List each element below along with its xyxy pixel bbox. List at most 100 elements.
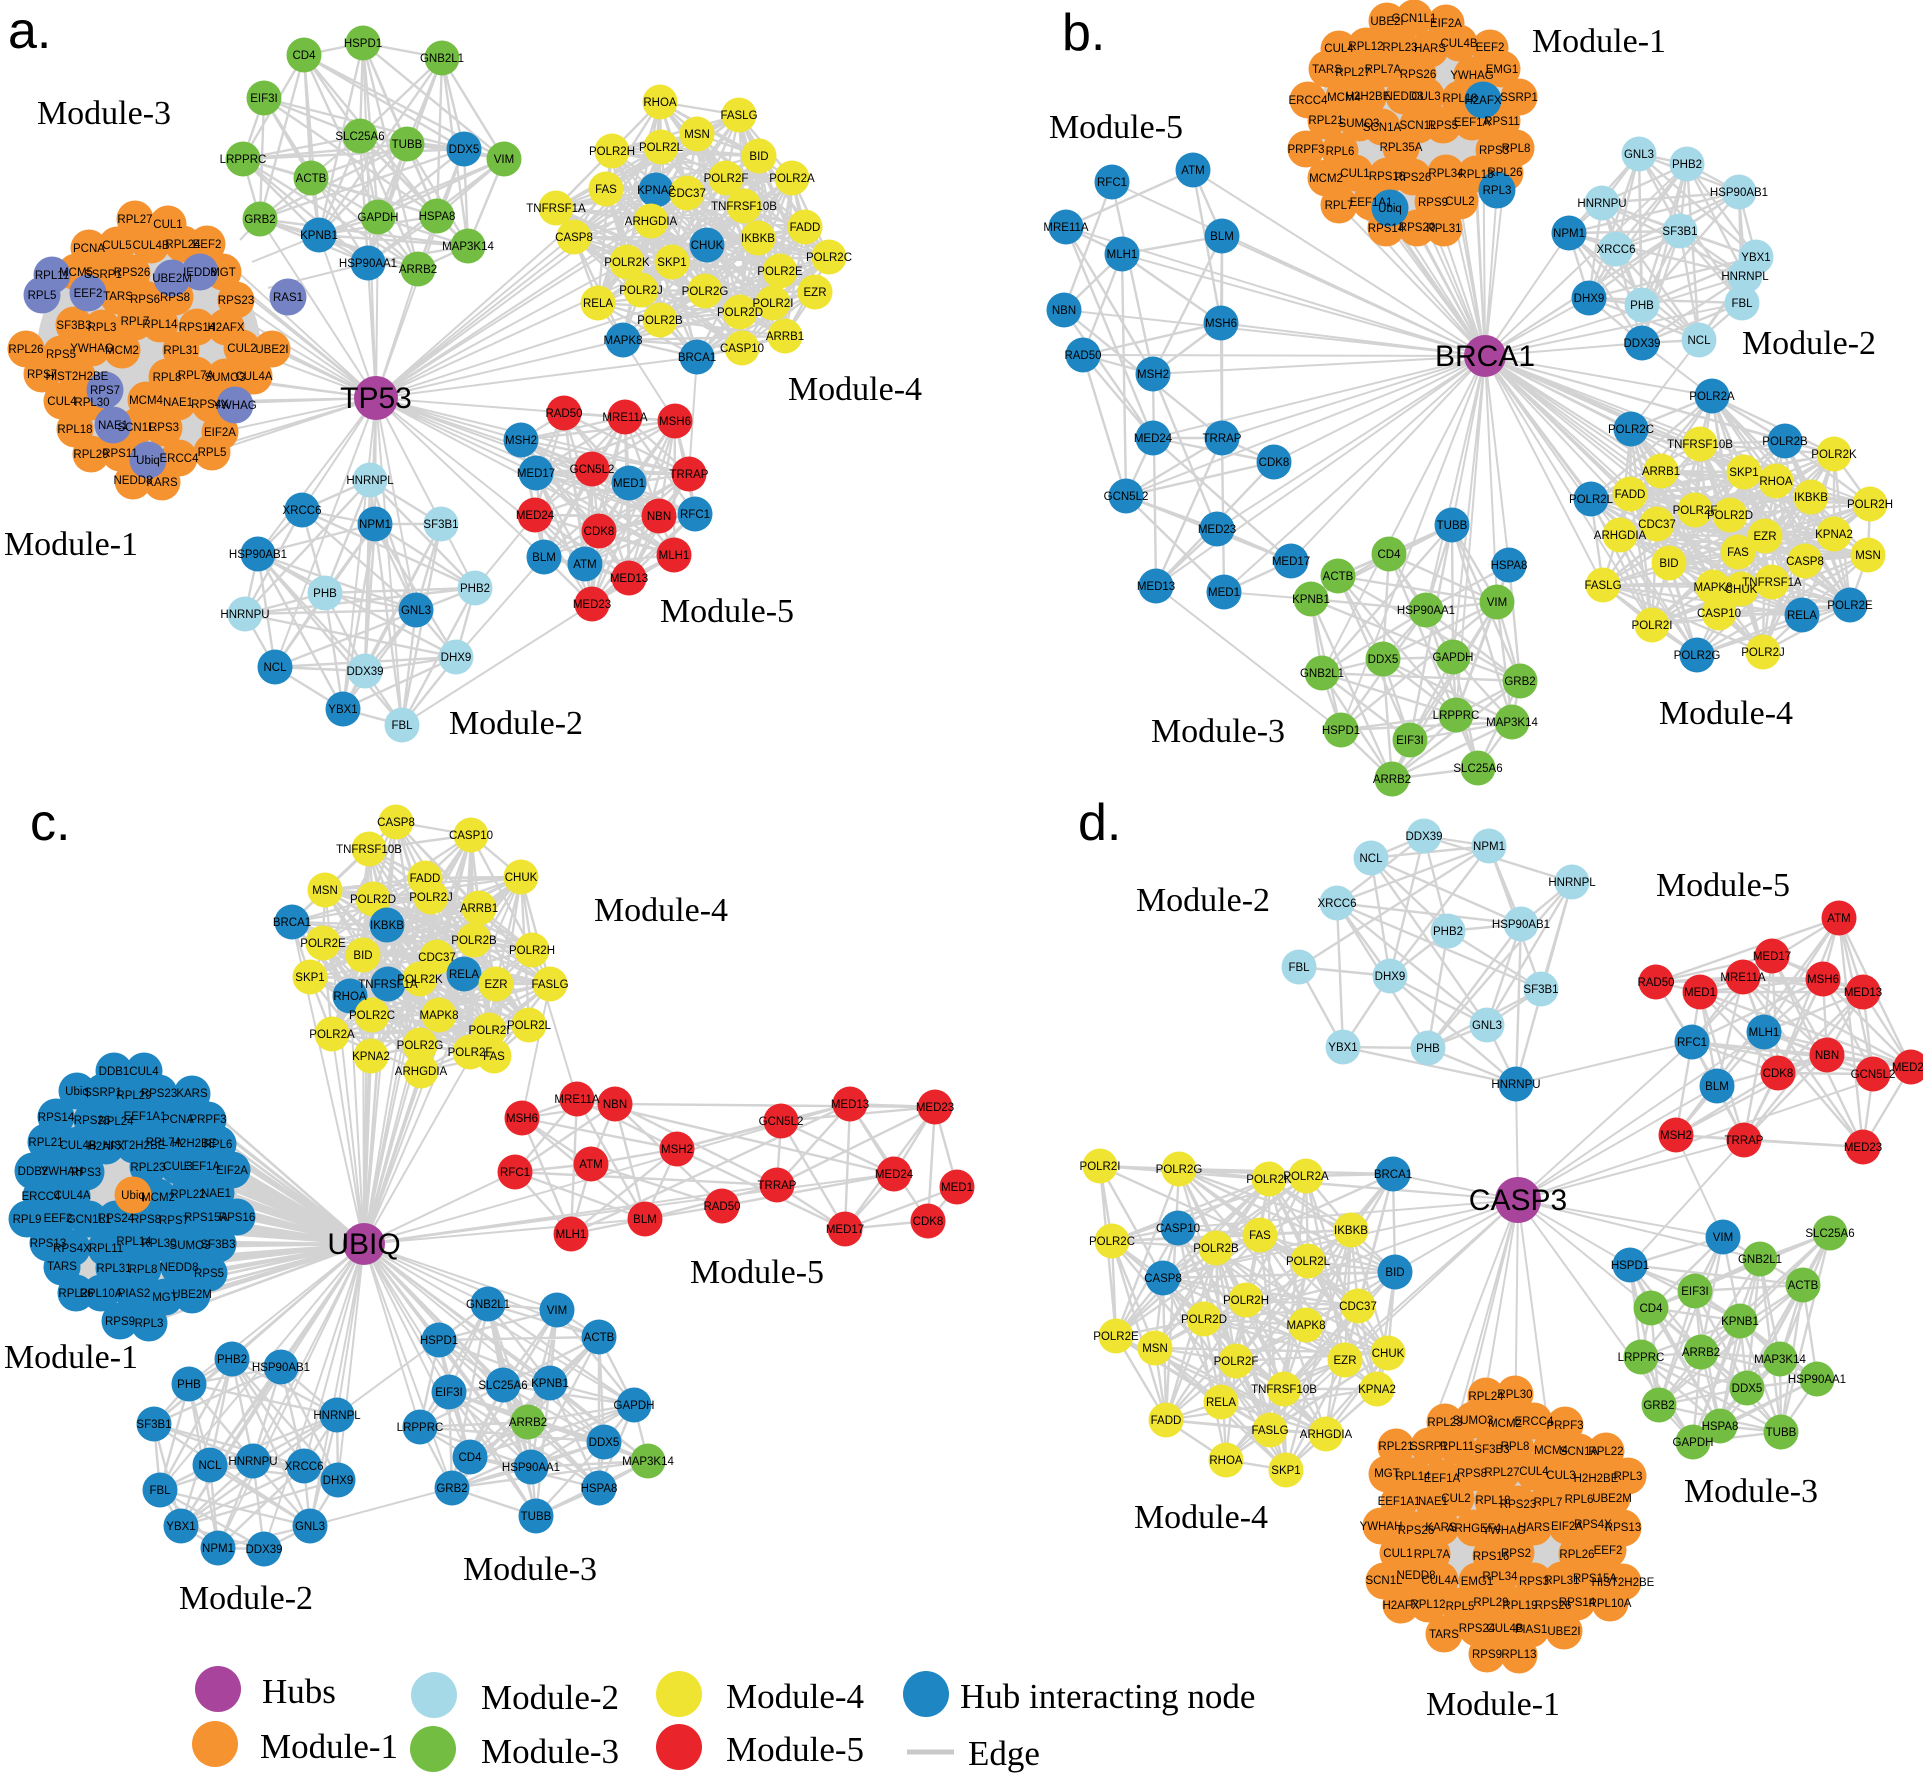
- svg-text:PHB2: PHB2: [1433, 926, 1463, 938]
- svg-text:XRCC6: XRCC6: [285, 1461, 324, 1473]
- svg-text:RPL12: RPL12: [1348, 41, 1383, 53]
- svg-text:POLR2I: POLR2I: [469, 1025, 510, 1037]
- svg-text:RPL21: RPL21: [28, 1137, 63, 1149]
- svg-text:CDC37: CDC37: [418, 952, 456, 964]
- svg-text:CD4: CD4: [1377, 549, 1401, 561]
- svg-text:RPL8: RPL8: [1502, 143, 1531, 155]
- svg-text:ERCC4: ERCC4: [1289, 95, 1329, 107]
- svg-text:SKP1: SKP1: [1729, 467, 1758, 479]
- svg-text:MED13: MED13: [1844, 987, 1882, 999]
- svg-text:DDX5: DDX5: [1732, 1383, 1763, 1395]
- svg-text:ARRB1: ARRB1: [460, 903, 498, 915]
- svg-text:TARS: TARS: [47, 1261, 77, 1273]
- svg-text:MLH1: MLH1: [659, 550, 690, 562]
- svg-text:MSH2: MSH2: [661, 1144, 693, 1156]
- svg-text:HIST2H2BE: HIST2H2BE: [1592, 1577, 1655, 1589]
- svg-text:RHOA: RHOA: [1209, 1455, 1243, 1467]
- svg-text:BID: BID: [749, 151, 768, 163]
- svg-text:SLC25A6: SLC25A6: [1805, 1228, 1854, 1240]
- svg-text:ATM: ATM: [573, 559, 596, 571]
- svg-text:POLR2H: POLR2H: [1223, 1295, 1269, 1307]
- svg-text:ACTB: ACTB: [584, 1332, 615, 1344]
- svg-text:MED13: MED13: [1137, 581, 1175, 593]
- svg-text:DDB1: DDB1: [99, 1066, 130, 1078]
- svg-text:RELA: RELA: [1206, 1397, 1236, 1409]
- svg-text:EMG1: EMG1: [1486, 64, 1519, 76]
- svg-text:ACTB: ACTB: [296, 173, 327, 185]
- svg-text:TARS: TARS: [1429, 1629, 1459, 1641]
- svg-text:POLR2K: POLR2K: [1811, 449, 1857, 461]
- svg-text:MED1: MED1: [1208, 587, 1240, 599]
- svg-text:RPL31: RPL31: [1426, 223, 1461, 235]
- svg-text:RPL19: RPL19: [1502, 1600, 1537, 1612]
- svg-text:HNRNPU: HNRNPU: [1577, 198, 1626, 210]
- svg-text:GCN5L2: GCN5L2: [759, 1116, 804, 1128]
- svg-text:CUL4A: CUL4A: [1421, 1575, 1458, 1587]
- svg-text:POLR2G: POLR2G: [1674, 650, 1721, 662]
- svg-text:RPL27: RPL27: [1484, 1467, 1519, 1479]
- svg-text:EIF2A: EIF2A: [1430, 18, 1462, 30]
- svg-text:TNFRSF1A: TNFRSF1A: [526, 203, 586, 215]
- svg-text:Module-4: Module-4: [1134, 1499, 1268, 1536]
- svg-text:POLR2E: POLR2E: [1827, 600, 1873, 612]
- svg-text:NPM1: NPM1: [1473, 841, 1505, 853]
- svg-text:MED24: MED24: [1134, 433, 1173, 445]
- svg-text:GAPDH: GAPDH: [614, 1400, 655, 1412]
- svg-text:POLR2I: POLR2I: [1080, 1161, 1121, 1173]
- svg-text:RPS3: RPS3: [71, 1167, 101, 1179]
- svg-text:GRB2: GRB2: [244, 214, 275, 226]
- svg-text:Ubiq: Ubiq: [1378, 203, 1402, 215]
- svg-text:YWHAG: YWHAG: [213, 400, 257, 412]
- svg-text:HNRNPL: HNRNPL: [1548, 877, 1596, 889]
- svg-text:EEF2: EEF2: [1594, 1545, 1623, 1557]
- svg-text:HSP90AA1: HSP90AA1: [1397, 605, 1455, 617]
- svg-text:Module-1: Module-1: [4, 1339, 138, 1376]
- svg-text:FBL: FBL: [1288, 962, 1310, 974]
- svg-text:POLR2A: POLR2A: [1689, 391, 1735, 403]
- svg-text:NCL: NCL: [198, 1460, 222, 1472]
- svg-text:DDX39: DDX39: [245, 1544, 282, 1556]
- svg-text:RPL7A: RPL7A: [1365, 64, 1402, 76]
- svg-text:SCN1A: SCN1A: [1363, 122, 1402, 134]
- svg-text:RPS6: RPS6: [130, 294, 160, 306]
- svg-text:IKBKB: IKBKB: [741, 233, 775, 245]
- svg-text:MLH1: MLH1: [556, 1229, 587, 1241]
- svg-text:ARRB1: ARRB1: [766, 331, 804, 343]
- svg-text:PHB: PHB: [177, 1379, 201, 1391]
- svg-text:ATM: ATM: [579, 1159, 602, 1171]
- svg-text:RPL5: RPL5: [1446, 1601, 1475, 1613]
- svg-text:CASP10: CASP10: [1156, 1223, 1200, 1235]
- svg-text:b.: b.: [1062, 4, 1105, 62]
- svg-text:TNFRSF1A: TNFRSF1A: [1742, 577, 1802, 589]
- svg-text:HSP90AB1: HSP90AB1: [1710, 187, 1768, 199]
- svg-text:CUL1: CUL1: [153, 219, 182, 231]
- svg-text:RPL23: RPL23: [1382, 42, 1417, 54]
- svg-text:CD4: CD4: [458, 1452, 482, 1464]
- svg-text:TRRAP: TRRAP: [1203, 433, 1242, 445]
- svg-text:Hub interacting node: Hub interacting node: [960, 1677, 1255, 1716]
- svg-text:MED17: MED17: [1272, 556, 1310, 568]
- svg-text:HSPD1: HSPD1: [1611, 1260, 1649, 1272]
- svg-text:RAD50: RAD50: [1064, 350, 1101, 362]
- svg-text:RPS23: RPS23: [218, 295, 254, 307]
- svg-text:Module-5: Module-5: [1049, 109, 1183, 146]
- svg-text:VIM: VIM: [1713, 1232, 1733, 1244]
- svg-text:RPS8: RPS8: [1457, 1468, 1487, 1480]
- svg-text:RAS1: RAS1: [273, 292, 303, 304]
- svg-text:FBL: FBL: [391, 720, 413, 732]
- svg-text:GAPDH: GAPDH: [358, 212, 399, 224]
- svg-text:NBN: NBN: [1815, 1050, 1839, 1062]
- svg-text:Module-2: Module-2: [179, 1580, 313, 1617]
- svg-text:IKBKB: IKBKB: [1334, 1225, 1368, 1237]
- svg-text:EIF3I: EIF3I: [435, 1387, 462, 1399]
- svg-text:GRB2: GRB2: [1643, 1400, 1674, 1412]
- svg-text:KPNB1: KPNB1: [1721, 1316, 1759, 1328]
- svg-text:CUL3: CUL3: [1546, 1470, 1575, 1482]
- svg-text:FASLG: FASLG: [1584, 580, 1621, 592]
- svg-text:Module-1: Module-1: [4, 526, 138, 563]
- svg-text:Module-1: Module-1: [260, 1727, 398, 1766]
- svg-text:RPL30: RPL30: [1497, 1389, 1532, 1401]
- svg-text:RPL7A: RPL7A: [1414, 1549, 1451, 1561]
- svg-text:MRE11A: MRE11A: [554, 1094, 599, 1106]
- svg-text:H2H2BE: H2H2BE: [1574, 1473, 1619, 1485]
